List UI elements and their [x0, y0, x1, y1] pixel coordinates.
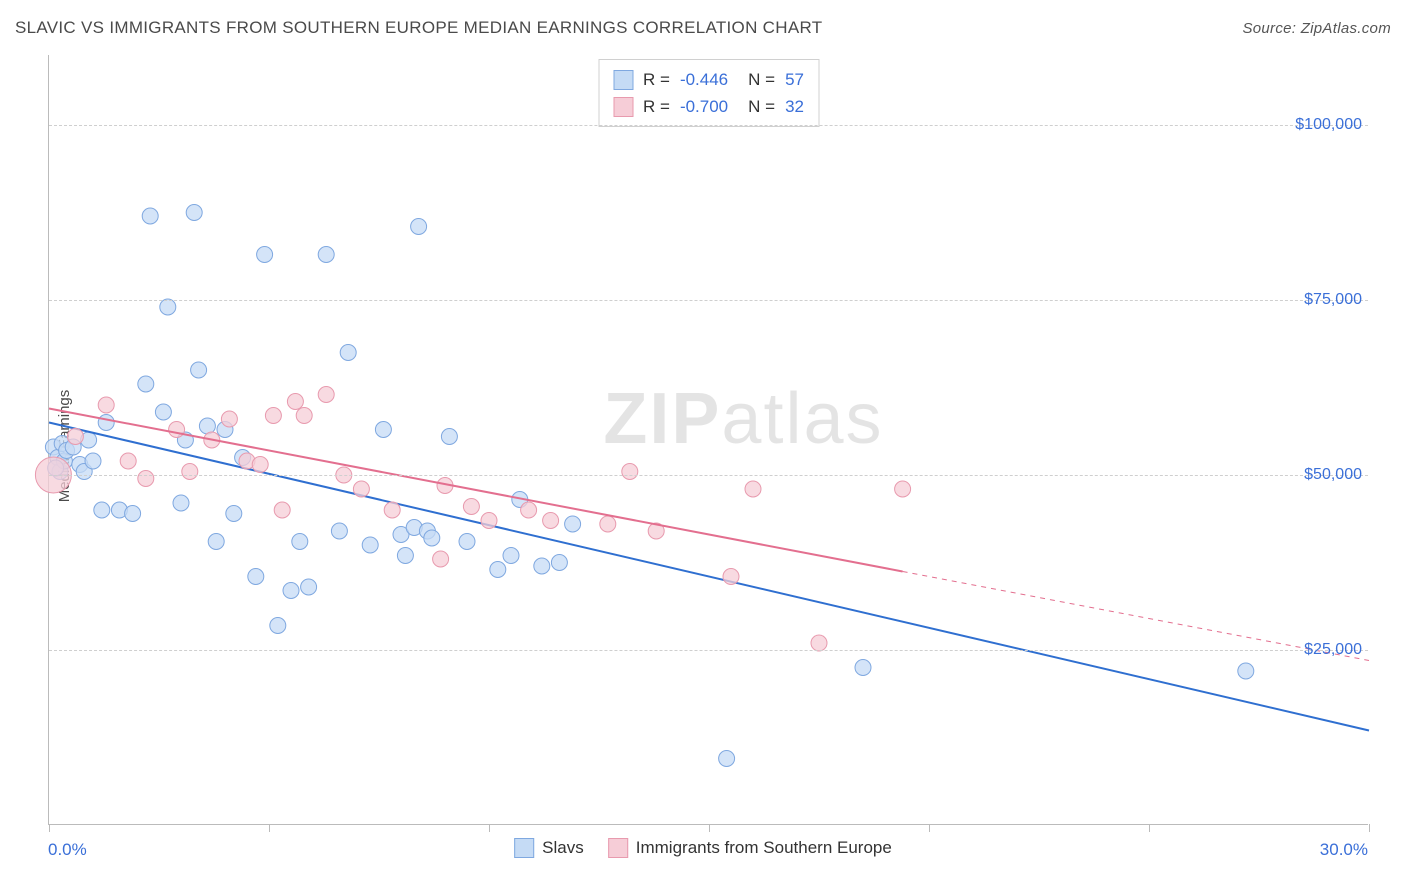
data-point-sei [521, 502, 537, 518]
x-tick [269, 824, 270, 832]
x-start-label: 0.0% [48, 840, 87, 860]
source-label: Source: ZipAtlas.com [1242, 20, 1391, 37]
trendline-sei-extrap [903, 571, 1369, 660]
data-point-slavs [424, 530, 440, 546]
trendline-sei [49, 409, 903, 572]
data-point-slavs [551, 555, 567, 571]
data-point-sei [296, 408, 312, 424]
x-tick [929, 824, 930, 832]
data-point-slavs [292, 534, 308, 550]
data-point-sei [138, 471, 154, 487]
data-point-slavs [301, 579, 317, 595]
data-point-sei [221, 411, 237, 427]
x-tick [1149, 824, 1150, 832]
data-point-slavs [411, 219, 427, 235]
y-tick-label: $25,000 [1304, 641, 1362, 659]
data-point-slavs [534, 558, 550, 574]
data-point-slavs [397, 548, 413, 564]
data-point-slavs [173, 495, 189, 511]
data-point-slavs [375, 422, 391, 438]
x-tick [1369, 824, 1370, 832]
data-point-sei [252, 457, 268, 473]
data-point-sei [723, 569, 739, 585]
data-point-sei [433, 551, 449, 567]
data-point-slavs [191, 362, 207, 378]
data-point-sei [895, 481, 911, 497]
y-tick-label: $50,000 [1304, 466, 1362, 484]
data-point-slavs [142, 208, 158, 224]
data-point-slavs [719, 751, 735, 767]
x-tick [709, 824, 710, 832]
data-point-slavs [565, 516, 581, 532]
gridline-h [49, 650, 1368, 651]
data-point-slavs [186, 205, 202, 221]
scatter-plot: R = -0.446N = 57R = -0.700N = 32 ZIPatla… [48, 55, 1368, 825]
legend-label: Slavs [542, 838, 584, 858]
page-title: SLAVIC VS IMMIGRANTS FROM SOUTHERN EUROP… [15, 18, 822, 38]
data-point-sei [600, 516, 616, 532]
data-point-sei [745, 481, 761, 497]
data-point-sei [169, 422, 185, 438]
plot-svg [49, 55, 1369, 825]
data-point-sei [811, 635, 827, 651]
y-tick-label: $75,000 [1304, 291, 1362, 309]
legend-item-slavs: Slavs [514, 838, 584, 858]
data-point-slavs [283, 583, 299, 599]
legend-item-sei: Immigrants from Southern Europe [608, 838, 892, 858]
data-point-sei [622, 464, 638, 480]
data-point-slavs [138, 376, 154, 392]
data-point-slavs [160, 299, 176, 315]
data-point-sei [287, 394, 303, 410]
data-point-slavs [85, 453, 101, 469]
gridline-h [49, 475, 1368, 476]
data-point-sei [463, 499, 479, 515]
gridline-h [49, 125, 1368, 126]
legend-label: Immigrants from Southern Europe [636, 838, 892, 858]
data-point-sei [265, 408, 281, 424]
y-tick-label: $100,000 [1295, 116, 1362, 134]
legend-swatch [514, 838, 534, 858]
data-point-slavs [331, 523, 347, 539]
data-point-slavs [270, 618, 286, 634]
data-point-slavs [94, 502, 110, 518]
data-point-slavs [490, 562, 506, 578]
data-point-sei [182, 464, 198, 480]
data-point-slavs [125, 506, 141, 522]
x-tick [49, 824, 50, 832]
data-point-slavs [226, 506, 242, 522]
data-point-sei [543, 513, 559, 529]
data-point-slavs [208, 534, 224, 550]
data-point-slavs [248, 569, 264, 585]
data-point-slavs [257, 247, 273, 263]
data-point-sei [481, 513, 497, 529]
data-point-sei [67, 429, 83, 445]
data-point-slavs [1238, 663, 1254, 679]
data-point-sei [274, 502, 290, 518]
data-point-slavs [855, 660, 871, 676]
data-point-sei [353, 481, 369, 497]
data-point-sei [318, 387, 334, 403]
data-point-slavs [340, 345, 356, 361]
legend-swatch [608, 838, 628, 858]
x-tick [489, 824, 490, 832]
data-point-slavs [362, 537, 378, 553]
data-point-sei [384, 502, 400, 518]
data-point-sei [120, 453, 136, 469]
data-point-slavs [318, 247, 334, 263]
data-point-slavs [98, 415, 114, 431]
x-end-label: 30.0% [1320, 840, 1368, 860]
series-legend: Slavs Immigrants from Southern Europe [514, 838, 892, 858]
data-point-slavs [155, 404, 171, 420]
data-point-slavs [503, 548, 519, 564]
gridline-h [49, 300, 1368, 301]
data-point-slavs [459, 534, 475, 550]
data-point-sei [98, 397, 114, 413]
data-point-slavs [441, 429, 457, 445]
